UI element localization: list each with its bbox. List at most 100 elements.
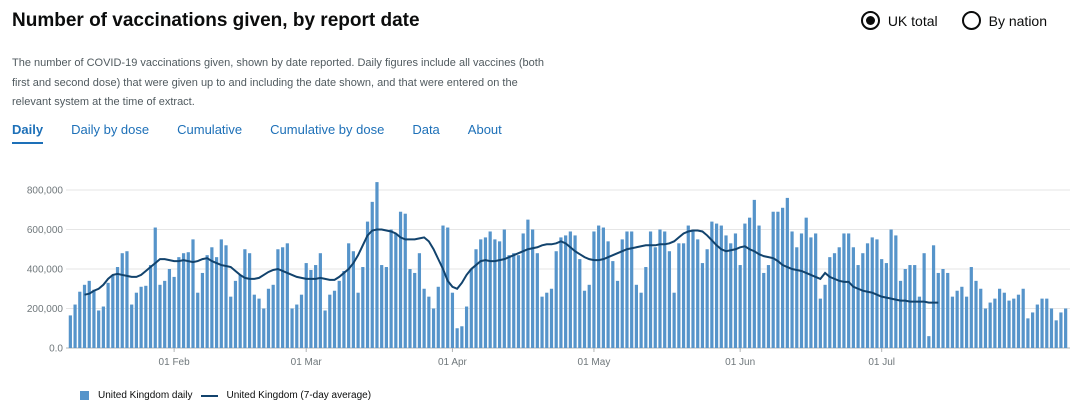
bar (884, 263, 888, 348)
bar (776, 211, 780, 348)
bar (639, 292, 643, 348)
bar (446, 227, 450, 348)
bar (266, 288, 271, 348)
avg-line (84, 228, 939, 304)
bar (181, 253, 186, 348)
tab-cumulative-by-dose[interactable]: Cumulative by dose (270, 122, 385, 137)
tab-data[interactable]: Data (412, 122, 440, 137)
bar (785, 197, 789, 348)
bar (908, 265, 912, 348)
bar (625, 231, 629, 348)
bar (361, 267, 365, 348)
bar (955, 290, 959, 348)
bar (531, 229, 535, 348)
bar (1026, 318, 1030, 348)
bar (799, 233, 804, 348)
bar (101, 306, 105, 348)
bar (375, 182, 379, 348)
x-axis: 01 Feb 01 Mar 01 Apr 01 May 01 Jun 01 Jul (159, 348, 895, 368)
bar (450, 292, 455, 348)
bar (394, 233, 398, 348)
bar (611, 261, 615, 348)
tab-daily-by-dose[interactable]: Daily by dose (71, 122, 150, 137)
bar (979, 288, 983, 348)
bar (729, 243, 733, 348)
tab-daily[interactable]: Daily (12, 122, 44, 144)
bar (1007, 300, 1011, 348)
bar (186, 252, 190, 348)
bar (969, 267, 973, 348)
bar (1031, 312, 1035, 348)
radio-by-nation[interactable]: By nation (961, 11, 1047, 30)
bar (229, 296, 233, 348)
bar (889, 229, 893, 348)
bar (710, 221, 714, 348)
legend-bar-swatch (80, 391, 89, 400)
bar (314, 265, 318, 348)
bar (464, 306, 469, 348)
bar (998, 288, 1002, 348)
radio-checked-icon[interactable] (860, 11, 880, 30)
bar (526, 219, 530, 348)
bar (323, 310, 327, 348)
bar (597, 225, 601, 348)
bar (828, 257, 832, 348)
bar (73, 304, 77, 348)
bar (790, 231, 794, 348)
bar (97, 310, 101, 348)
x-tick-label: 01 Apr (438, 357, 468, 368)
bar (634, 284, 638, 348)
bar (92, 289, 96, 348)
radio-unchecked-icon[interactable] (961, 11, 981, 30)
bar (809, 237, 813, 348)
bar (696, 239, 700, 348)
bar (82, 284, 87, 348)
bar (1045, 298, 1049, 348)
bar (276, 249, 280, 348)
bar (257, 298, 261, 348)
radio-uk-total[interactable]: UK total (860, 11, 938, 30)
bar (592, 231, 596, 348)
bar (700, 263, 705, 348)
y-tick-label: 400,000 (27, 265, 64, 276)
y-tick-label: 600,000 (27, 225, 64, 236)
bar (474, 249, 478, 348)
bar (630, 231, 634, 348)
bar (271, 284, 275, 348)
bar (436, 286, 440, 348)
bar (214, 257, 219, 348)
bar (691, 229, 695, 348)
bar (974, 280, 978, 348)
bar (413, 272, 417, 348)
bar (601, 227, 605, 348)
bar (554, 251, 558, 348)
bar (644, 267, 648, 348)
bar (106, 282, 110, 348)
chart-title: Number of vaccinations given, by report … (12, 10, 420, 31)
bar (205, 255, 209, 348)
bar (144, 285, 148, 348)
bar (1040, 298, 1044, 348)
bar (686, 225, 690, 348)
bar (568, 231, 572, 348)
bar (332, 290, 337, 348)
bar (1016, 294, 1021, 348)
bar (743, 223, 747, 348)
bar (738, 265, 742, 348)
bar (431, 308, 436, 348)
bar (403, 213, 407, 348)
bar (898, 280, 903, 348)
bar (960, 286, 964, 348)
bar (1012, 298, 1016, 348)
tab-cumulative[interactable]: Cumulative (177, 122, 243, 137)
bar (865, 243, 870, 348)
bar (1064, 308, 1068, 348)
bar (719, 225, 723, 348)
tab-about[interactable]: About (467, 122, 502, 137)
bar (856, 265, 860, 348)
bar (158, 284, 162, 348)
bar (389, 229, 393, 348)
bar (941, 269, 945, 348)
bar (347, 243, 351, 348)
